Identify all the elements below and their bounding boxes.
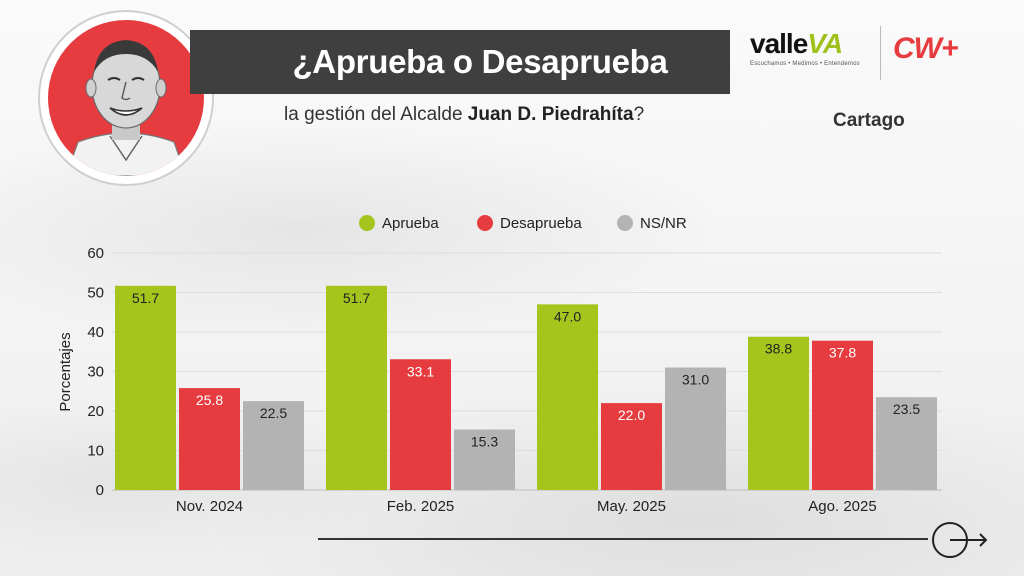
valle-logo-va: VA [807,28,843,59]
mayor-portrait [48,20,204,176]
legend-marker-aprueba [359,215,375,231]
data-label: 33.1 [407,363,434,379]
next-arrow-icon[interactable] [930,520,992,560]
bar-aprueba [748,336,809,490]
bar-aprueba [326,285,387,490]
y-tick-label: 0 [96,482,104,499]
bar-nsnr [243,401,304,490]
y-tick-label: 20 [87,403,104,420]
y-tick-label: 60 [87,245,104,262]
bar-desaprueba [601,403,662,490]
data-label: 22.0 [618,407,645,423]
bar-aprueba [537,304,598,490]
bar-desaprueba [179,388,240,490]
legend-label: Aprueba [382,215,439,232]
data-label: 51.7 [343,290,370,306]
data-label: 22.5 [260,405,287,421]
legend-marker-desaprueba [477,215,493,231]
logo-divider [880,26,881,80]
legend-label: Desaprueba [500,215,582,232]
chart-subtitle: la gestión del Alcalde Juan D. Piedrahít… [284,104,644,126]
legend-label: NS/NR [640,215,687,232]
cw-plus-logo: CW+ [893,32,958,65]
subtitle-suffix: ? [633,104,645,125]
bar-desaprueba [812,340,873,490]
legend-marker-nsnr [617,215,633,231]
y-tick-label: 30 [87,364,104,381]
data-label: 51.7 [132,290,159,306]
data-label: 47.0 [554,308,581,324]
x-tick-label: Ago. 2025 [808,498,876,515]
y-tick-label: 40 [87,324,104,341]
city-label: Cartago [833,110,905,131]
chart-title: ¿Aprueba o Desaprueba [292,43,668,80]
data-label: 15.3 [471,434,498,450]
data-label: 37.8 [829,345,856,361]
data-label: 23.5 [893,401,920,417]
y-axis-label: Porcentajes [57,332,74,411]
title-bar: ¿Aprueba o Desaprueba [190,30,730,94]
subtitle-name: Juan D. Piedrahíta [467,104,634,125]
bar-nsnr [665,367,726,490]
valle-va-logo: valleVA Escuchamos • Medimos • Entendemo… [750,28,870,78]
x-tick-label: May. 2025 [597,498,666,515]
valle-logo-tagline: Escuchamos • Medimos • Entendemos [750,61,860,67]
y-tick-label: 50 [87,285,104,302]
data-label: 31.0 [682,372,709,388]
bar-nsnr [454,429,515,490]
subtitle-prefix: la gestión del Alcalde [284,104,468,125]
data-label: 25.8 [196,392,223,408]
x-tick-label: Nov. 2024 [176,498,243,515]
bar-aprueba [115,285,176,490]
valle-logo-word: valle [750,28,808,59]
footer-divider [318,538,928,540]
bar-desaprueba [390,359,451,490]
x-tick-label: Feb. 2025 [387,498,455,515]
y-tick-label: 10 [87,443,104,460]
bar-nsnr [876,397,937,490]
data-label: 38.8 [765,341,792,357]
